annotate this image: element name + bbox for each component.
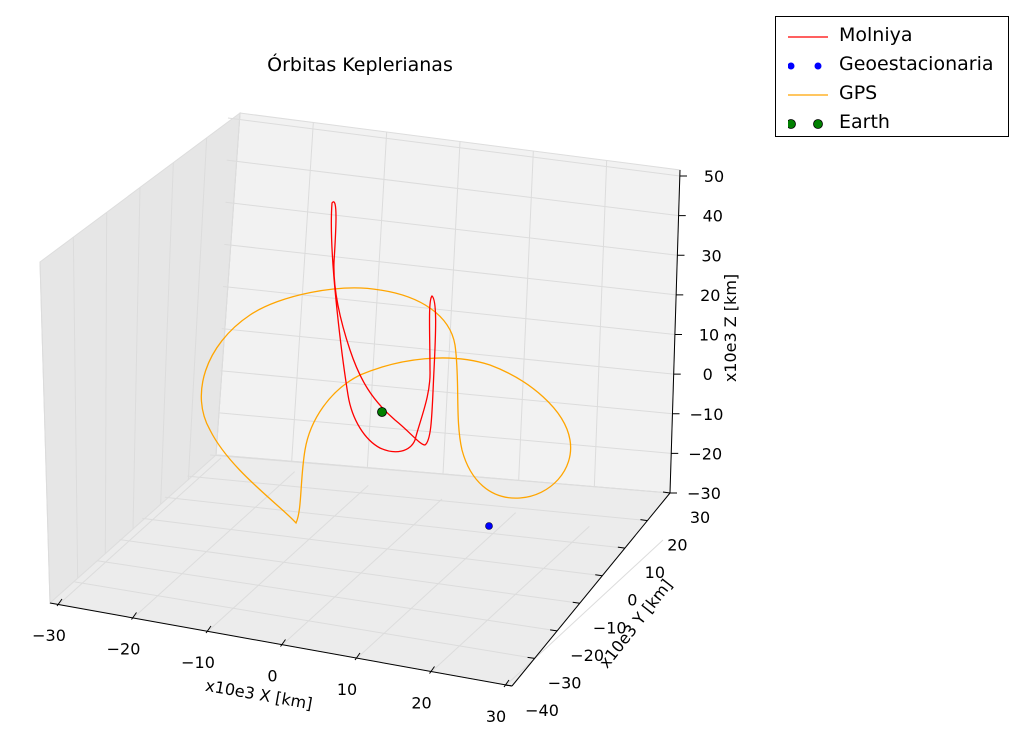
- y-tick-mark: [550, 629, 558, 632]
- x-tick-mark: [503, 679, 510, 688]
- x-tick-label: 30: [486, 707, 506, 726]
- y-tick-label: −20: [570, 646, 604, 665]
- pane-grid-line: [39, 261, 51, 604]
- series-molniya-line: [330, 201, 437, 453]
- x-tick-mark: [354, 652, 361, 661]
- x-tick-mark: [56, 598, 63, 607]
- y-tick-mark: [662, 491, 671, 494]
- y-grid-line: [164, 496, 625, 549]
- legend-label: Molniya: [839, 24, 913, 46]
- y-axis-line: [511, 492, 671, 687]
- axis-lines: [49, 169, 681, 687]
- pane-grid-line: [104, 212, 108, 554]
- x-ticks: −30 −20 −10 0 10 20 30: [32, 598, 510, 726]
- x-tick-mark: [205, 625, 212, 634]
- y-grid-line: [97, 560, 558, 632]
- y-tick-mark: [640, 519, 648, 522]
- z-tick-label: 50: [704, 167, 724, 186]
- x-tick-label: −10: [181, 653, 215, 672]
- z-tick-label: 10: [699, 326, 719, 345]
- pane-grid-line: [291, 122, 314, 462]
- legend: Molniya Geoestacionaria GPS Earth: [775, 16, 1009, 137]
- x-tick-label: 10: [337, 680, 357, 699]
- legend-item-earth: Earth: [776, 108, 1008, 136]
- z-tick-label: 40: [703, 207, 723, 226]
- y-grid-line: [142, 517, 603, 577]
- legend-line-sample: [788, 36, 828, 38]
- z-grid-line: [226, 159, 679, 217]
- legend-dots-sample: [788, 62, 822, 70]
- y-tick-mark: [617, 546, 625, 549]
- pane-grid-line: [593, 160, 608, 487]
- y-tick-mark: [527, 656, 535, 659]
- y-tick-mark: [504, 684, 513, 687]
- legend-dots-sample: [788, 119, 823, 129]
- x-tick-label: −30: [32, 626, 66, 645]
- z-ticks: −30 −20 −10 0 10 20 30 40 50: [670, 167, 724, 503]
- x-tick-mark: [131, 612, 137, 620]
- pane-grid-line: [366, 131, 388, 468]
- legend-item-gps: GPS: [776, 79, 1008, 107]
- x-grid-line: [354, 512, 517, 661]
- pane-grid-line: [160, 162, 174, 505]
- y-tick-label: 30: [690, 508, 710, 527]
- y-tick-label: −30: [548, 673, 582, 692]
- z-grid-line: [227, 117, 681, 177]
- x-tick-label: 20: [411, 694, 431, 713]
- x-tick-label: −20: [107, 640, 141, 659]
- legend-line-sample: [788, 94, 828, 96]
- y-grid-line: [187, 475, 648, 522]
- series-earth-point: [377, 407, 387, 417]
- y-grid-line: [74, 581, 535, 659]
- legend-item-geoestacionaria: Geoestacionaria: [776, 50, 1008, 78]
- z-grid-line: [225, 201, 678, 256]
- legend-label: GPS: [839, 82, 878, 104]
- series-geoestacionaria-point: [485, 522, 493, 530]
- pane-grid-line: [72, 237, 79, 579]
- y-tick-mark: [595, 574, 603, 577]
- x-tick-label: 0: [267, 667, 277, 686]
- y-tick-label: 10: [645, 563, 665, 582]
- grid-lines: [39, 112, 681, 688]
- y-tick-mark: [572, 601, 580, 604]
- legend-label: Geoestacionaria: [839, 53, 994, 75]
- x-axis-label: x10e3 X [km]: [204, 676, 314, 714]
- z-grid-line: [224, 243, 677, 296]
- x-tick-mark: [429, 666, 435, 674]
- x-tick-mark: [280, 639, 286, 647]
- pane-grid-line: [215, 112, 241, 456]
- chart-title: Órbitas Keplerianas: [267, 52, 453, 76]
- z-tick-label: −30: [687, 484, 721, 503]
- z-tick-label: −10: [690, 405, 724, 424]
- z-tick-label: 30: [701, 246, 721, 265]
- legend-item-molniya: Molniya: [776, 21, 1008, 49]
- x-grid-line: [503, 539, 664, 688]
- z-tick-label: 20: [700, 286, 720, 305]
- x-axis-line: [49, 602, 513, 687]
- back-pane: [215, 112, 681, 494]
- x-grid-line: [56, 457, 222, 607]
- legend-label: Earth: [839, 111, 890, 133]
- pane-grid-line: [132, 187, 141, 530]
- pane-grid-line: [442, 141, 461, 475]
- y-tick-label: 20: [667, 536, 687, 555]
- pane-grid-line: [187, 137, 208, 480]
- z-tick-label: −20: [688, 444, 722, 463]
- pane-grid-line: [518, 150, 534, 481]
- y-grid-line: [119, 539, 580, 604]
- z-axis-label: x10e3 Z [km]: [721, 274, 740, 382]
- y-tick-label: 0: [627, 591, 637, 610]
- z-axis-line: [669, 169, 681, 494]
- y-tick-label: −10: [593, 618, 627, 637]
- z-grid-line: [222, 286, 676, 335]
- x-grid-line: [429, 525, 590, 674]
- z-tick-label: 0: [703, 365, 713, 384]
- y-tick-label: −40: [525, 701, 559, 720]
